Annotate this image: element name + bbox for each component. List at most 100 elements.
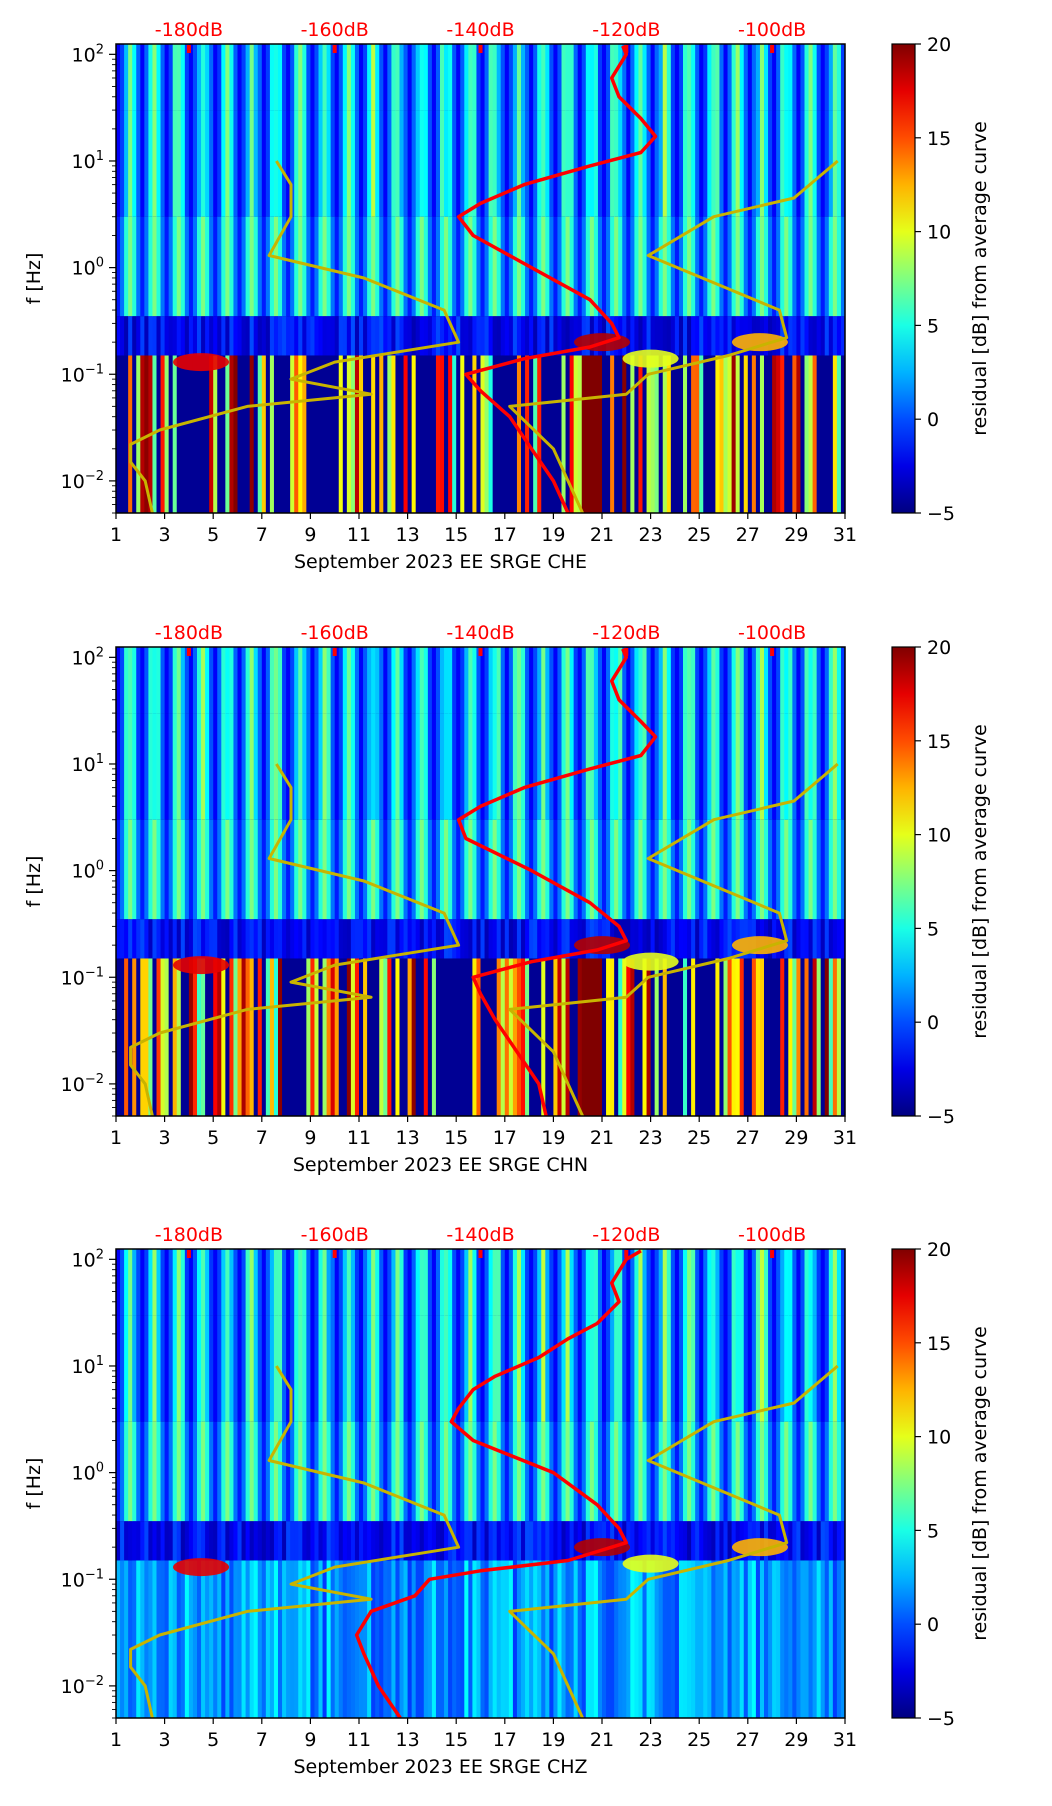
colorbar: −5 0 5 10 15 20 residual [dB] from average cur… xyxy=(891,637,991,1128)
db-label: -140dB xyxy=(446,622,514,644)
x-tick-label: 31 xyxy=(833,524,857,546)
x-tick-label: 15 xyxy=(444,524,468,546)
x-tick-label: 1 xyxy=(110,524,122,546)
average-psd-curve xyxy=(456,45,658,513)
y-tick-label: 100 xyxy=(72,1461,104,1485)
microseism-blob xyxy=(731,1538,788,1557)
x-tick-label: 1 xyxy=(110,1729,122,1751)
colorbar-tick-label: 20 xyxy=(927,637,951,659)
colorbar-tick-label: 15 xyxy=(927,1333,951,1355)
microseism-blob xyxy=(574,1538,630,1557)
plot-frame xyxy=(115,43,846,514)
db-tick xyxy=(624,1250,629,1258)
colorbar-tick-label: −5 xyxy=(927,503,955,525)
average-psd-curve xyxy=(354,1249,642,1718)
db-tick xyxy=(478,1250,483,1258)
x-tick-label: 27 xyxy=(736,1729,760,1751)
colorbar-tick-label: 10 xyxy=(927,825,951,847)
colorbar-tick-label: 10 xyxy=(927,222,951,244)
colorbar-gradient xyxy=(891,43,916,514)
colorbar-tick-label: 5 xyxy=(927,315,939,337)
db-tick xyxy=(186,648,191,656)
colorbar-tick-label: 15 xyxy=(927,731,951,753)
db-label: -140dB xyxy=(446,1224,514,1246)
db-tick xyxy=(478,45,483,53)
db-label: -120dB xyxy=(592,1224,660,1246)
x-tick-label: 5 xyxy=(207,1729,219,1751)
x-tick-label: 29 xyxy=(784,524,808,546)
x-tick-label: 9 xyxy=(304,524,316,546)
colorbar: −5 0 5 10 15 20 residual [dB] from average cur… xyxy=(891,1239,991,1730)
db-label: -180dB xyxy=(155,19,223,41)
x-tick-label: 11 xyxy=(347,1729,371,1751)
x-tick-label: 15 xyxy=(444,1127,468,1149)
colorbar-tick-label: 0 xyxy=(927,1614,939,1636)
x-tick-label: 7 xyxy=(256,524,268,546)
x-tick-label: 27 xyxy=(736,524,760,546)
y-tick-label: 102 xyxy=(72,645,104,669)
microseism-blob xyxy=(731,333,788,352)
spectrogram-heatmap xyxy=(116,1249,845,1718)
x-tick-label: 11 xyxy=(347,524,371,546)
microseism-blob xyxy=(173,1558,230,1577)
x-tick-label: 21 xyxy=(590,1127,614,1149)
x-tick-label: 17 xyxy=(493,524,517,546)
y-tick-label: 101 xyxy=(72,752,104,776)
x-tick-label: 13 xyxy=(396,1127,420,1149)
colorbar-label: residual [dB] from average curve xyxy=(969,1326,991,1641)
db-label: -100dB xyxy=(738,622,806,644)
x-tick-label: 7 xyxy=(256,1127,268,1149)
x-tick-label: 15 xyxy=(444,1729,468,1751)
x-tick-label: 21 xyxy=(590,524,614,546)
y-tick-label: 10−1 xyxy=(61,1567,104,1591)
microseism-blob xyxy=(731,936,788,955)
colorbar-tick-label: 0 xyxy=(927,409,939,431)
x-tick-label: 7 xyxy=(256,1729,268,1751)
nhnm-curve xyxy=(508,159,839,513)
colorbar-tick-label: 15 xyxy=(927,128,951,150)
x-axis-label: September 2023 EE SRGE CHN xyxy=(293,1154,588,1176)
x-tick-label: 3 xyxy=(159,1729,171,1751)
y-tick-label: 10−2 xyxy=(61,469,104,493)
x-tick-label: 5 xyxy=(207,1127,219,1149)
colorbar-tick-label: −5 xyxy=(927,1708,955,1730)
plot-frame xyxy=(115,646,846,1117)
db-tick xyxy=(770,45,775,53)
db-label: -120dB xyxy=(592,19,660,41)
colorbar-label: residual [dB] from average curve xyxy=(969,724,991,1039)
y-tick-label: 102 xyxy=(72,1247,104,1271)
x-axis-label: September 2023 EE SRGE CHZ xyxy=(293,1756,587,1778)
colorbar-label: residual [dB] from average curve xyxy=(969,121,991,436)
y-tick-label: 102 xyxy=(72,42,104,66)
y-axis-label: f [Hz] xyxy=(23,253,45,305)
x-tick-label: 25 xyxy=(687,1127,711,1149)
db-label: -100dB xyxy=(738,19,806,41)
colorbar-gradient xyxy=(891,646,916,1117)
x-tick-label: 23 xyxy=(639,1127,663,1149)
x-tick-label: 1 xyxy=(110,1127,122,1149)
colorbar-tick-label: 5 xyxy=(927,918,939,940)
x-tick-label: 3 xyxy=(159,1127,171,1149)
x-tick-label: 13 xyxy=(396,1729,420,1751)
nhnm-curve xyxy=(508,1364,839,1718)
x-tick-label: 19 xyxy=(541,1127,565,1149)
db-tick xyxy=(770,1250,775,1258)
db-label: -120dB xyxy=(592,622,660,644)
db-label: -180dB xyxy=(155,622,223,644)
nlnm-curve xyxy=(129,763,461,1116)
db-tick xyxy=(624,45,629,53)
spectrogram-heatmap xyxy=(116,647,845,1116)
x-tick-label: 5 xyxy=(207,524,219,546)
db-tick xyxy=(332,45,337,53)
db-tick xyxy=(186,1250,191,1258)
x-tick-label: 19 xyxy=(541,524,565,546)
colorbar-tick-label: 20 xyxy=(927,34,951,56)
microseism-blob xyxy=(173,353,230,372)
x-axis-label: September 2023 EE SRGE CHE xyxy=(294,551,587,573)
x-tick-label: 13 xyxy=(396,524,420,546)
db-label: -140dB xyxy=(446,19,514,41)
db-tick xyxy=(478,648,483,656)
